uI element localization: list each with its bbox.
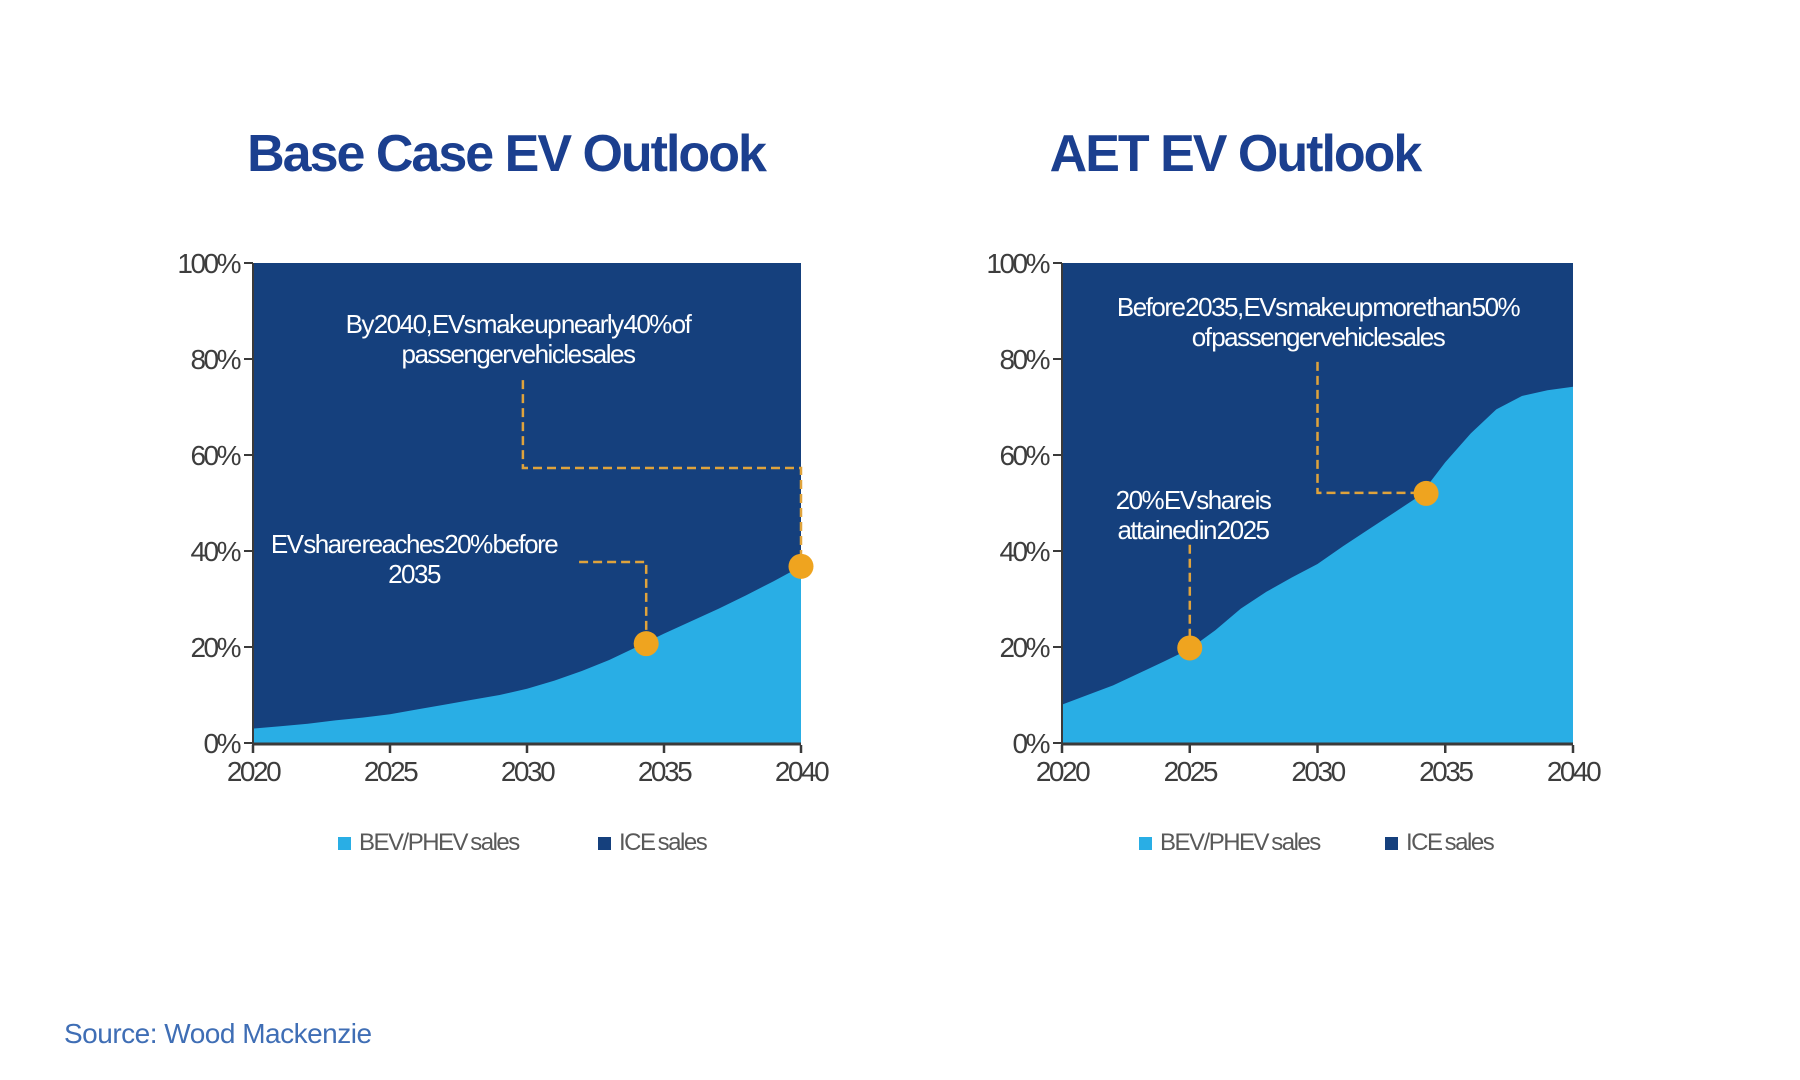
x-tick-label: 2035	[1419, 756, 1474, 787]
legend-swatch-bev-phev	[1139, 836, 1152, 850]
annotation-20pct-before-2035-callout: EV share reaches 20% before 2035	[270, 529, 559, 589]
y-tick-label: 0%	[1012, 728, 1051, 759]
annotation-line: 20% EV share is	[1115, 485, 1272, 515]
annotation-marker-dot	[1413, 480, 1439, 506]
x-tick-label: 2025	[363, 756, 419, 787]
x-tick-label: 2035	[637, 756, 693, 787]
callout-connector	[579, 560, 648, 644]
bev-phev-area	[253, 566, 801, 743]
y-tick-label: 80%	[190, 344, 241, 375]
annotation-line: By 2040, EVs make up nearly 40% of	[345, 309, 692, 339]
chart-title-base-case: Base Case EV Outlook	[247, 125, 767, 183]
x-tick-label: 2040	[774, 756, 830, 787]
x-tick-label: 2025	[1163, 756, 1219, 787]
annotation-before-2035-callout: Before 2035, EVs make up more than 50% o…	[1116, 292, 1521, 352]
callout-connector	[1316, 361, 1427, 495]
x-tick-label: 2030	[1291, 756, 1346, 787]
y-tick-label: 40%	[999, 536, 1050, 567]
x-tick-label: 2030	[500, 756, 556, 787]
annotation-line: passenger vehicle sales	[401, 339, 635, 369]
y-tick-label: 20%	[190, 632, 241, 663]
annotation-line: of passenger vehicle sales	[1191, 322, 1446, 352]
annotation-marker-dot	[1177, 635, 1203, 661]
legend-item-bev-phev: BEV/PHEV sales	[1139, 829, 1321, 857]
annotation-line: EV share reaches 20% before	[270, 529, 559, 559]
x-tick-label: 2040	[1546, 756, 1602, 787]
x-tick-label: 2020	[1035, 756, 1091, 787]
source-note: Source: Wood Mackenzie	[64, 1018, 372, 1049]
x-tick-label: 2020	[226, 756, 282, 787]
y-tick-label: 100%	[177, 248, 241, 279]
legend-label: BEV/PHEV sales	[1160, 829, 1321, 856]
chart-title-aet: AET EV Outlook	[1049, 125, 1423, 183]
y-tick-label: 60%	[999, 440, 1050, 471]
y-tick-label: 100%	[986, 248, 1050, 279]
y-tick-label: 40%	[190, 536, 241, 567]
y-tick-label: 60%	[190, 440, 241, 471]
y-tick-label: 80%	[999, 344, 1050, 375]
legend-item-ice: ICE sales	[1385, 829, 1495, 857]
legend-item-ice: ICE sales	[598, 829, 708, 857]
legend-label: BEV/PHEV sales	[359, 829, 520, 856]
legend-item-bev-phev: BEV/PHEV sales	[338, 829, 520, 857]
annotation-line: attained in 2025	[1117, 515, 1270, 545]
annotation-line: 2035	[388, 559, 441, 589]
annotation-line: Before 2035, EVs make up more than 50%	[1116, 292, 1521, 322]
y-tick-label: 0%	[203, 728, 242, 759]
annotation-marker-dot	[633, 631, 659, 657]
legend-swatch-bev-phev	[338, 836, 351, 850]
legend-swatch-ice	[1385, 836, 1398, 850]
annotation-marker-dot	[788, 553, 814, 579]
callout-connector	[521, 380, 803, 567]
legend-swatch-ice	[598, 836, 611, 850]
y-tick-label: 20%	[999, 632, 1050, 663]
annotation-by-2040-callout: By 2040, EVs make up nearly 40% of passe…	[345, 309, 692, 369]
legend-label: ICE sales	[619, 829, 708, 856]
legend-label: ICE sales	[1406, 829, 1495, 856]
annotation-20pct-2025-callout: 20% EV share is attained in 2025	[1115, 485, 1272, 545]
